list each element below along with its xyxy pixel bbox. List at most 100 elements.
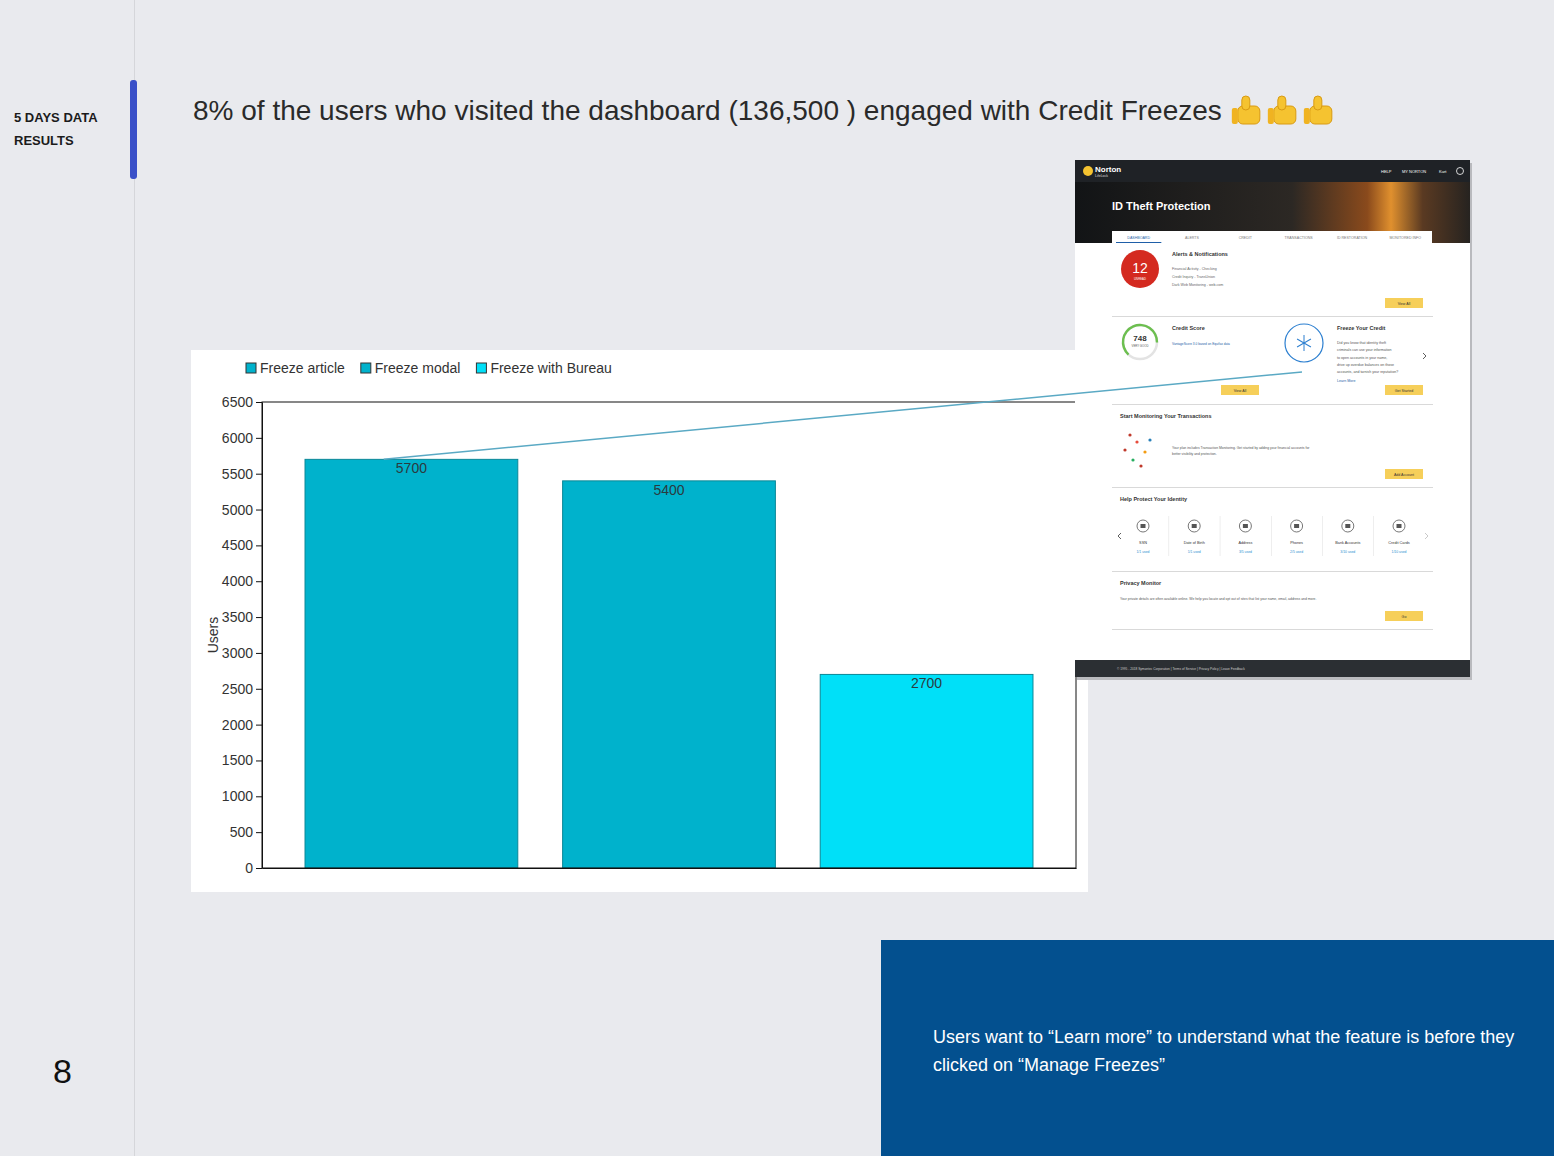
y-tick: 4500	[222, 537, 262, 553]
learn-more-link[interactable]: Learn More	[1337, 379, 1355, 383]
thumb-cuff	[1304, 108, 1310, 124]
legend-label: Freeze article	[260, 360, 345, 376]
y-axis: 0500100015002000250030003500400045005000…	[222, 394, 263, 876]
y-tick-mark	[256, 438, 262, 439]
y-tick: 5500	[222, 466, 262, 482]
carousel-arrow[interactable]	[1118, 533, 1121, 539]
privacy-text: Your private details are often available…	[1120, 597, 1316, 601]
nav-link[interactable]: MY NORTON	[1402, 169, 1426, 174]
callout-text: clicked on “Manage Freezes”	[933, 1055, 1165, 1075]
y-tick-mark	[256, 725, 262, 726]
y-tick: 4000	[222, 573, 262, 589]
transaction-dot	[1148, 438, 1151, 441]
y-tick-label: 5000	[222, 502, 253, 518]
identity-label[interactable]: Phones	[1290, 541, 1303, 545]
x-axis-line	[263, 868, 1077, 869]
identity-usage: 3/5 used	[1239, 550, 1252, 554]
identity-label[interactable]: SSN	[1139, 541, 1147, 545]
y-tick-label: 3000	[222, 645, 253, 661]
nav-link[interactable]: Kurt	[1439, 169, 1447, 174]
divider	[1112, 316, 1433, 317]
nav-link[interactable]: HELP	[1381, 169, 1392, 174]
tab-bar	[1112, 231, 1432, 243]
carousel-arrow[interactable]	[1423, 353, 1426, 359]
tab[interactable]: DASHBOARD	[1127, 236, 1150, 240]
tab[interactable]: CREDIT	[1239, 236, 1253, 240]
identity-icon	[1137, 520, 1149, 532]
carousel-arrow[interactable]	[1425, 533, 1428, 539]
divider	[1112, 629, 1433, 630]
button-label[interactable]: Go	[1402, 615, 1407, 619]
tab[interactable]: ID RESTORATION	[1337, 236, 1368, 240]
legend-label: Freeze modal	[375, 360, 461, 376]
section-title: Freeze Your Credit	[1337, 325, 1386, 331]
divider	[1112, 404, 1433, 405]
tab-active-underline	[1116, 242, 1161, 243]
credit-rating: VERY GOOD	[1132, 344, 1149, 348]
section-title: Privacy Monitor	[1120, 580, 1162, 586]
identity-usage: 1/1 used	[1136, 550, 1149, 554]
legend-swatch	[246, 363, 256, 373]
y-tick: 3000	[222, 645, 262, 661]
identity-glyph	[1192, 524, 1197, 528]
user-icon[interactable]	[1457, 168, 1464, 175]
y-tick-mark	[256, 545, 262, 546]
header-bar	[1075, 160, 1470, 182]
y-axis-title: Users	[205, 617, 221, 654]
y-tick: 1500	[222, 752, 262, 768]
y-tick-label: 5500	[222, 466, 253, 482]
chart-panel	[191, 350, 1088, 892]
identity-label[interactable]: Bank Accounts	[1335, 541, 1360, 545]
thumb-cuff	[1268, 108, 1274, 124]
y-tick-label: 4000	[222, 573, 253, 589]
credit-score: 748	[1133, 334, 1147, 343]
plot-frame	[262, 402, 1076, 868]
identity-glyph	[1294, 524, 1299, 528]
data-label: 5400	[653, 482, 684, 498]
headline: 8% of the users who visited the dashboar…	[193, 95, 1222, 126]
button[interactable]	[1385, 298, 1423, 308]
identity-glyph	[1243, 524, 1248, 528]
identity-label[interactable]: Credit Cards	[1388, 541, 1409, 545]
button-label[interactable]: View All	[1398, 302, 1411, 306]
button-label[interactable]: View All	[1234, 389, 1247, 393]
tab[interactable]: ALERTS	[1185, 236, 1200, 240]
transactions-text: Your plan includes Transaction Monitorin…	[1172, 446, 1310, 450]
tab[interactable]: TRANSACTIONS	[1285, 236, 1314, 240]
y-tick-label: 6500	[222, 394, 253, 410]
button[interactable]	[1221, 385, 1259, 395]
y-tick-label: 2500	[222, 681, 253, 697]
y-tick-mark	[256, 796, 262, 797]
y-tick: 1000	[222, 788, 262, 804]
identity-icon	[1342, 520, 1354, 532]
brand-name: Norton	[1095, 165, 1121, 174]
thumb-finger	[1278, 96, 1286, 110]
identity-separator	[1322, 516, 1324, 556]
freeze-text: drive up overdue balances on those	[1337, 363, 1394, 367]
identity-icon	[1291, 520, 1303, 532]
y-tick-mark	[256, 510, 262, 511]
connector-line	[384, 372, 1302, 459]
tab[interactable]: MONITORED INFO	[1390, 236, 1422, 240]
y-tick: 5000	[222, 502, 262, 518]
button[interactable]	[1385, 611, 1423, 621]
alert-item: Credit Inquiry - TransUnion	[1172, 275, 1215, 279]
button-label[interactable]: Add Account	[1394, 473, 1414, 477]
identity-icon	[1239, 520, 1251, 532]
button[interactable]	[1385, 469, 1423, 479]
identity-label[interactable]: Date of Birth	[1184, 541, 1205, 545]
bar	[305, 459, 518, 868]
identity-label[interactable]: Address	[1238, 541, 1252, 545]
y-tick: 2500	[222, 681, 262, 697]
alert-item: Dark Web Monitoring - web.com	[1172, 283, 1223, 287]
button[interactable]	[1385, 385, 1423, 395]
y-tick-mark	[256, 832, 262, 833]
transaction-dot	[1128, 433, 1131, 436]
button-label[interactable]: Get Started	[1395, 389, 1413, 393]
y-tick-label: 500	[230, 824, 254, 840]
y-tick: 0	[245, 860, 262, 876]
hero-image	[1075, 182, 1470, 243]
callout-box	[881, 940, 1554, 1156]
freeze-icon-ring	[1285, 324, 1323, 362]
y-tick: 2000	[222, 717, 262, 733]
